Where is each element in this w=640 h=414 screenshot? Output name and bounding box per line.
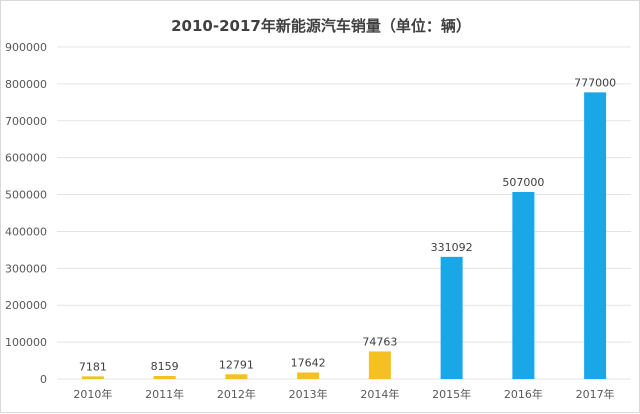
data-label: 12791	[219, 358, 254, 371]
bar	[584, 92, 607, 379]
y-tick-label: 200000	[5, 299, 47, 312]
x-tick-label: 2016年	[504, 387, 543, 401]
bar	[440, 256, 463, 379]
y-tick-label: 0	[40, 373, 47, 386]
x-tick-label: 2010年	[73, 387, 112, 401]
bar	[368, 351, 391, 379]
bar	[153, 375, 176, 379]
x-tick-label: 2014年	[360, 387, 399, 401]
x-tick-label: 2011年	[145, 387, 184, 401]
y-tick-label: 500000	[5, 189, 47, 202]
y-tick-label: 100000	[5, 336, 47, 349]
data-label: 777000	[574, 76, 616, 89]
data-label: 7181	[79, 360, 107, 373]
y-tick-label: 300000	[5, 262, 47, 275]
x-tick-label: 2017年	[576, 387, 615, 401]
chart-title: 2010-2017年新能源汽车销量（单位：辆）	[171, 17, 471, 35]
y-tick-label: 800000	[5, 78, 47, 91]
x-tick-label: 2013年	[289, 387, 328, 401]
bar	[225, 374, 248, 379]
y-tick-label: 700000	[5, 115, 47, 128]
data-label: 507000	[502, 176, 544, 189]
bar	[81, 376, 104, 379]
x-tick-label: 2015年	[432, 387, 471, 401]
y-tick-label: 900000	[5, 41, 47, 54]
y-tick-label: 600000	[5, 152, 47, 165]
y-tick-label: 400000	[5, 225, 47, 238]
data-label: 17642	[291, 356, 326, 369]
data-label: 8159	[151, 360, 179, 373]
x-tick-label: 2012年	[217, 387, 256, 401]
data-label: 74763	[362, 335, 397, 348]
data-label: 331092	[431, 241, 473, 254]
bar	[512, 191, 535, 379]
bar	[297, 372, 320, 379]
